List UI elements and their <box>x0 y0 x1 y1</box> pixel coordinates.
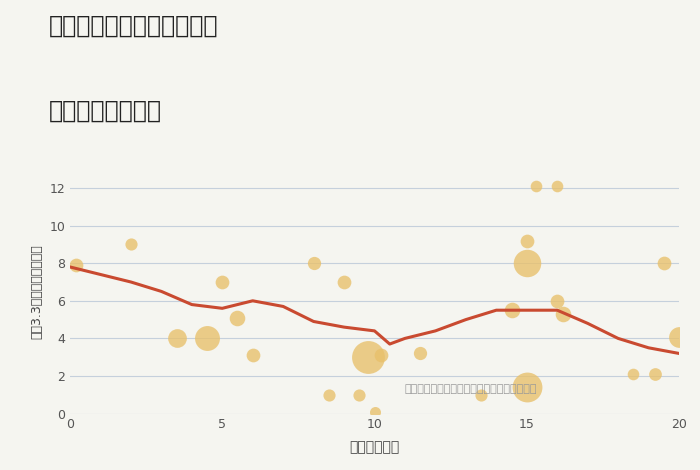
Point <box>247 352 258 359</box>
Text: 駅距離別土地価格: 駅距離別土地価格 <box>49 99 162 123</box>
Point <box>354 391 365 399</box>
Point <box>558 310 569 318</box>
Text: 兵庫県丹波市春日町山田の: 兵庫県丹波市春日町山田の <box>49 14 218 38</box>
Point <box>658 259 669 267</box>
Point <box>552 182 563 190</box>
Point <box>414 350 426 357</box>
Point <box>71 261 82 269</box>
Point <box>171 335 182 342</box>
X-axis label: 駅距離（分）: 駅距離（分） <box>349 440 400 454</box>
Point <box>531 182 542 190</box>
Point <box>369 408 380 415</box>
Point <box>323 391 335 399</box>
Point <box>506 306 517 314</box>
Point <box>217 278 228 286</box>
Point <box>363 353 374 361</box>
Point <box>475 391 486 399</box>
Point <box>202 335 213 342</box>
Y-axis label: 坪（3.3㎡）単価（万円）: 坪（3.3㎡）単価（万円） <box>31 244 43 339</box>
Point <box>375 352 386 359</box>
Point <box>521 259 532 267</box>
Point <box>232 314 243 321</box>
Text: 円の大きさは、取引のあった物件面積を示す: 円の大きさは、取引のあった物件面積を示す <box>405 384 538 393</box>
Point <box>521 384 532 391</box>
Point <box>339 278 350 286</box>
Point <box>521 237 532 244</box>
Point <box>673 333 685 340</box>
Point <box>649 370 660 378</box>
Point <box>552 297 563 305</box>
Point <box>308 259 319 267</box>
Point <box>628 370 639 378</box>
Point <box>125 241 136 248</box>
